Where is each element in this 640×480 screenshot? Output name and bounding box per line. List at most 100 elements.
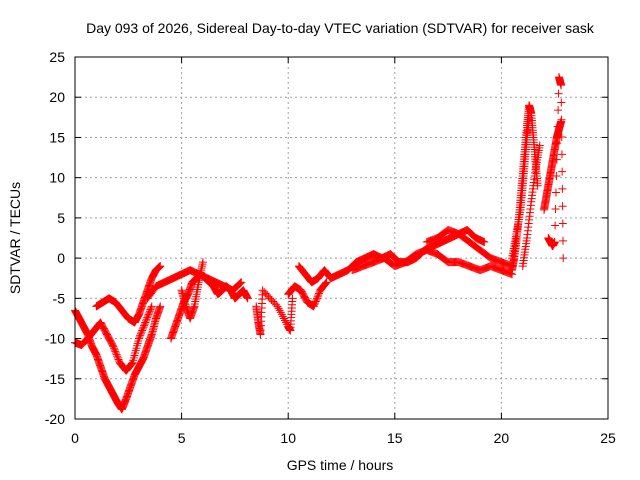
data-point <box>551 205 560 214</box>
data-point <box>147 302 156 311</box>
data-point <box>273 302 282 311</box>
data-point <box>484 252 493 261</box>
data-point <box>143 312 152 321</box>
data-point <box>142 315 151 324</box>
data-point <box>156 262 165 271</box>
data-point <box>312 294 321 303</box>
x-tick-label: 15 <box>387 430 403 446</box>
data-point <box>236 279 245 288</box>
data-point <box>314 291 323 300</box>
data-point <box>321 279 330 288</box>
data-point <box>554 89 563 98</box>
x-axis-label: GPS time / hours <box>287 457 394 473</box>
data-point <box>145 308 154 317</box>
data-point <box>277 310 286 319</box>
data-point <box>559 254 568 263</box>
data-point <box>111 349 120 358</box>
data-point <box>310 300 319 309</box>
data-point <box>110 345 119 354</box>
data-point <box>139 323 148 332</box>
data-point <box>313 292 322 301</box>
data-point <box>557 133 566 142</box>
data-point <box>558 184 567 193</box>
data-point <box>550 238 559 247</box>
x-tick-label: 10 <box>280 430 296 446</box>
data-point <box>135 332 144 341</box>
x-tick-label: 0 <box>71 430 79 446</box>
data-point <box>237 278 246 287</box>
y-tick-label: 15 <box>49 129 65 145</box>
data-point <box>558 202 567 211</box>
data-point <box>243 294 252 303</box>
x-tick-label: 5 <box>178 430 186 446</box>
y-tick-label: -10 <box>45 331 65 347</box>
data-point <box>140 321 149 330</box>
y-tick-label: 20 <box>49 89 65 105</box>
data-point <box>143 313 152 322</box>
grid-lines <box>75 57 608 419</box>
y-axis-label: SDTVAR / TECUs <box>7 182 23 294</box>
data-point <box>156 302 165 311</box>
data-point <box>136 329 145 338</box>
y-tick-label: 5 <box>57 210 65 226</box>
y-tick-label: 10 <box>49 170 65 186</box>
y-tick-label: -5 <box>53 290 66 306</box>
data-point <box>138 324 147 333</box>
data-point <box>114 355 123 364</box>
data-point <box>321 279 330 288</box>
data-point <box>275 306 284 315</box>
data-point <box>535 141 544 150</box>
data-point <box>278 312 287 321</box>
data-point <box>558 219 567 228</box>
data-point <box>111 347 120 356</box>
data-point <box>559 236 568 245</box>
data-point <box>235 279 244 288</box>
y-tick-label: 0 <box>57 250 65 266</box>
data-point <box>557 150 566 159</box>
data-point <box>113 353 122 362</box>
data-point <box>485 253 494 262</box>
data-point <box>274 304 283 313</box>
data-point <box>551 188 560 197</box>
y-tick-label: -15 <box>45 371 65 387</box>
x-tick-label: 25 <box>600 430 616 446</box>
data-point <box>312 295 321 304</box>
data-point <box>134 334 143 343</box>
chart-title: Day 093 of 2026, Sidereal Day-to-day VTE… <box>86 20 595 36</box>
data-point <box>282 318 291 327</box>
data-point <box>141 316 150 325</box>
data-point <box>141 318 150 327</box>
data-point <box>145 307 154 316</box>
data-point <box>112 350 121 359</box>
data-point <box>276 308 285 317</box>
data-points <box>71 73 568 414</box>
data-point <box>480 238 489 247</box>
data-point <box>279 314 288 323</box>
data-point <box>322 278 331 287</box>
data-point <box>288 294 297 303</box>
data-point <box>311 299 320 308</box>
data-point <box>137 328 146 337</box>
data-point <box>441 256 450 265</box>
x-tick-label: 20 <box>494 430 510 446</box>
data-point <box>409 251 418 260</box>
data-point <box>140 320 149 329</box>
data-point <box>558 167 567 176</box>
data-point <box>551 221 560 230</box>
data-point <box>309 302 318 311</box>
plot-frame <box>74 56 609 420</box>
data-point <box>147 303 156 312</box>
data-point <box>552 172 561 181</box>
data-point <box>552 155 561 164</box>
y-tick-label: -20 <box>45 411 65 427</box>
data-point <box>110 344 119 353</box>
data-point <box>314 289 323 298</box>
data-point <box>557 115 566 124</box>
data-point <box>553 139 562 148</box>
data-point <box>109 342 118 351</box>
data-point <box>136 331 145 340</box>
data-point <box>144 310 153 319</box>
data-point <box>113 352 122 361</box>
data-point <box>525 113 534 122</box>
